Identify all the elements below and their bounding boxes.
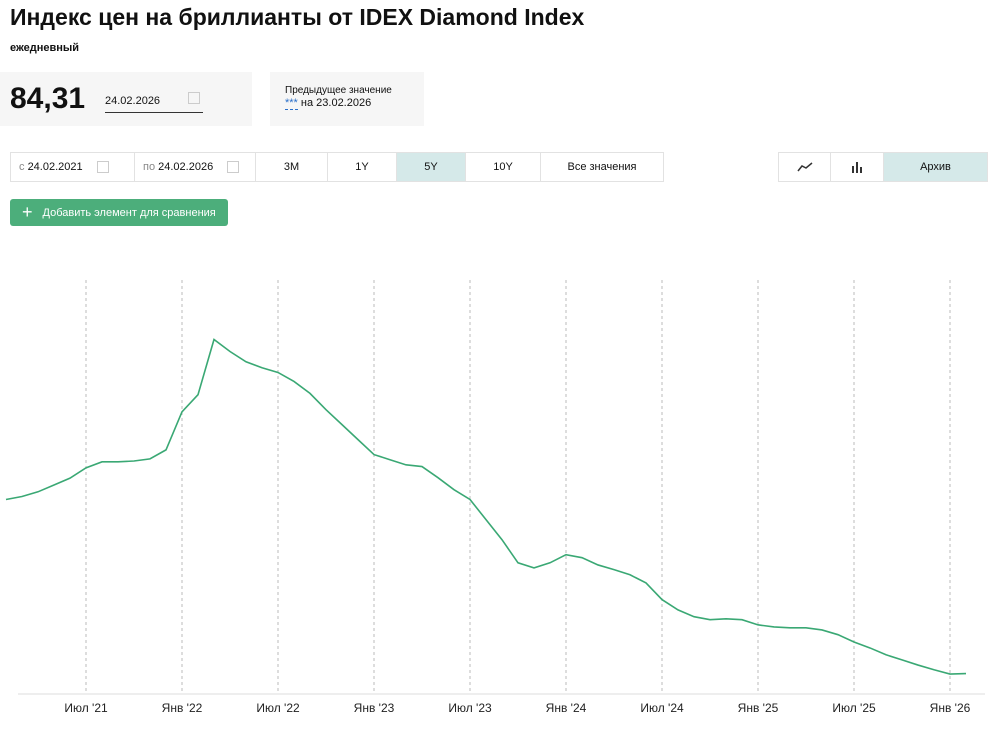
from-input[interactable]: с 24.02.2021 (10, 152, 135, 182)
previous-box: Предыдущее значение *** на 23.02.2026 (270, 72, 424, 126)
date-input[interactable]: 24.02.2026 (105, 92, 203, 113)
title: Индекс цен на бриллианты от IDEX Diamond… (10, 4, 585, 30)
previous-label: Предыдущее значение (285, 85, 392, 96)
line-view-button[interactable] (778, 152, 831, 182)
x-tick-label: Янв '23 (354, 701, 395, 715)
x-tick-label: Июл '23 (448, 701, 492, 715)
bar-icon (852, 162, 862, 173)
previous-line: *** на 23.02.2026 (285, 97, 372, 110)
x-tick-label: Июл '21 (64, 701, 108, 715)
price-line (5, 338, 967, 675)
compare-label: Добавить элемент для сравнения (42, 206, 216, 219)
calendar-icon (96, 161, 109, 173)
previous-date: на 23.02.2026 (300, 97, 372, 109)
period-button[interactable]: 5Y (396, 152, 466, 182)
current-value: 84,31 (10, 82, 86, 115)
x-tick-label: Янв '24 (546, 701, 587, 715)
x-tick-label: Янв '22 (162, 701, 203, 715)
plus-icon: + (22, 202, 33, 222)
from-label: с (19, 161, 25, 173)
date: 24.02.2026 (105, 95, 161, 107)
x-tick-label: Июл '22 (256, 701, 300, 715)
calendar-icon (227, 161, 240, 173)
from-date: 24.02.2021 (27, 161, 83, 173)
archive-button[interactable]: Архив (883, 152, 988, 182)
to-input[interactable]: по 24.02.2026 (134, 152, 256, 182)
x-tick-label: Янв '25 (738, 701, 779, 715)
compare-button[interactable]: + Добавить элемент для сравнения (10, 199, 228, 226)
period-button[interactable]: Все значения (540, 152, 664, 182)
bar-view-button[interactable] (830, 152, 884, 182)
x-tick-label: Июл '25 (832, 701, 876, 715)
value-box: 84,31 24.02.2026 (0, 72, 252, 126)
period-button[interactable]: 10Y (465, 152, 541, 182)
to-date: 24.02.2026 (158, 161, 214, 173)
line-icon (796, 162, 812, 172)
to-label: по (143, 161, 156, 173)
x-tick-label: Янв '26 (930, 701, 971, 715)
previous-value[interactable]: *** (285, 97, 298, 110)
x-tick-label: Июл '24 (640, 701, 684, 715)
frequency: ежедневный (10, 42, 80, 54)
calendar-icon (188, 92, 201, 104)
